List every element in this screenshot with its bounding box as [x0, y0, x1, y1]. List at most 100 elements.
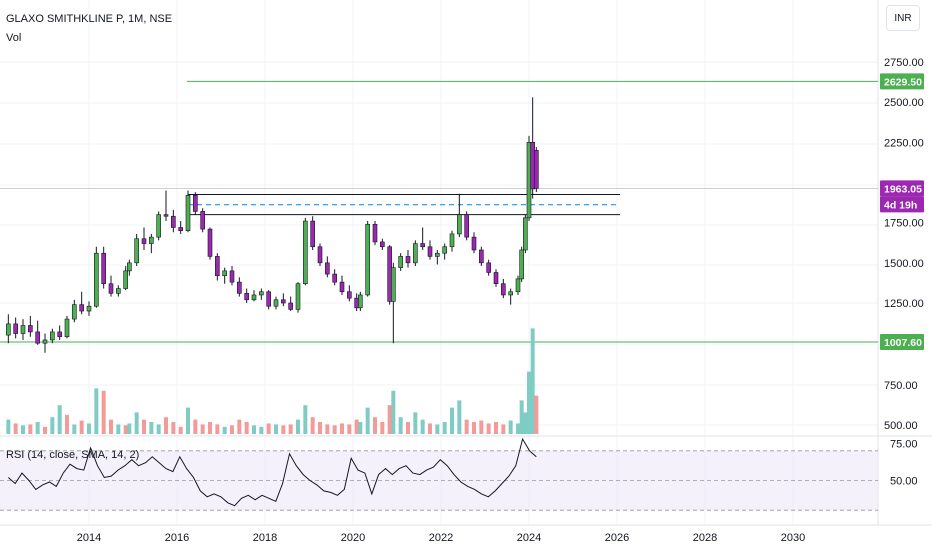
time-tick-label: 2024 — [517, 532, 541, 544]
candle-body — [339, 281, 345, 293]
volume-bar — [281, 425, 286, 434]
volume-bars — [6, 328, 539, 434]
volume-bar — [101, 390, 106, 434]
price-badges: 2629.50 1963.05 4d 19h 1007.60 — [880, 73, 924, 350]
candle-body — [471, 236, 477, 251]
volume-bar — [457, 400, 462, 434]
candle-body — [156, 214, 161, 238]
candle — [64, 315, 70, 339]
candle — [471, 232, 477, 254]
candle-body — [332, 273, 337, 283]
candle — [288, 296, 293, 312]
volume-bar — [171, 422, 176, 434]
candle-body — [372, 223, 378, 243]
candle-body — [358, 294, 363, 309]
rsi-series — [7, 437, 537, 507]
price-tick-label: 2750.00 — [884, 57, 924, 69]
volume-bar — [479, 420, 484, 434]
candle — [86, 301, 92, 316]
candle-body — [149, 236, 154, 244]
candle-body — [405, 256, 411, 264]
candle — [101, 246, 106, 289]
volume-bar — [72, 424, 77, 434]
countdown-badge: 4d 19h — [880, 196, 924, 213]
currency-button[interactable]: INR — [886, 5, 920, 31]
candle — [13, 317, 18, 339]
grid — [0, 0, 932, 526]
candle-body — [28, 325, 33, 333]
candle-body — [123, 270, 128, 289]
candle — [398, 253, 403, 271]
candle-body — [86, 305, 92, 312]
candle — [405, 249, 411, 268]
levels — [0, 80, 878, 343]
candle-body — [171, 215, 176, 228]
candle — [35, 320, 40, 345]
candle-body — [523, 217, 528, 251]
candle-body — [108, 283, 114, 294]
volume-bar — [472, 422, 476, 434]
axes: 2750.00 2500.00 2250.00 1750.00 1500.00 1250.… — [77, 57, 924, 544]
candle-body — [501, 283, 506, 296]
candle-body — [141, 238, 147, 244]
candle — [185, 190, 191, 233]
candle-body — [6, 323, 11, 336]
candle — [449, 230, 455, 252]
support-badge-bg — [880, 333, 924, 350]
volume-bar — [244, 422, 249, 434]
volume-bar — [373, 417, 377, 434]
volume-bar — [534, 395, 539, 434]
volume-bar — [252, 425, 256, 434]
candle-body — [13, 323, 18, 334]
volume-bar — [215, 424, 220, 434]
volume-bar — [296, 419, 300, 434]
candle-body — [486, 262, 491, 273]
time-tick-label: 2030 — [781, 532, 805, 544]
volume-bar — [6, 419, 11, 434]
volume-bar — [530, 328, 535, 434]
volume-bar — [79, 420, 84, 434]
volume-bar — [57, 405, 62, 434]
candle — [508, 288, 513, 305]
candle-body — [207, 228, 213, 257]
candle-body — [391, 267, 396, 302]
time-tick-label: 2018 — [253, 532, 277, 544]
candle — [332, 269, 337, 286]
candle — [259, 288, 264, 300]
candle-body — [134, 238, 139, 264]
candle-body — [259, 291, 264, 296]
price-tick-label: 1250.00 — [884, 298, 924, 310]
volume-bar — [519, 400, 524, 434]
candle-body — [420, 243, 425, 248]
candle — [116, 285, 121, 297]
time-tick-label: 2026 — [605, 532, 629, 544]
candle-body — [200, 211, 205, 230]
candle-body — [295, 283, 301, 310]
volume-bar — [156, 424, 161, 434]
volume-bar — [237, 419, 242, 434]
volume-bar — [486, 423, 491, 434]
candle-body — [229, 270, 235, 283]
candle — [229, 266, 235, 286]
candle-body — [116, 288, 121, 294]
volume-bar — [347, 424, 352, 434]
candle — [42, 333, 48, 353]
candle-body — [193, 195, 198, 212]
candle — [141, 227, 147, 250]
candle — [57, 325, 62, 340]
candle — [134, 233, 139, 267]
volume-bar — [116, 424, 121, 434]
candle — [94, 246, 99, 308]
candle-body — [427, 246, 433, 257]
candle — [325, 256, 330, 278]
volume-bar — [464, 419, 469, 434]
candle-body — [442, 246, 447, 254]
candle — [222, 267, 227, 284]
volume-bar — [43, 426, 47, 434]
candle — [273, 296, 279, 310]
candle-body — [94, 252, 99, 307]
candle — [295, 282, 301, 313]
breakout-zone — [188, 194, 620, 216]
volume-bar — [87, 423, 91, 434]
